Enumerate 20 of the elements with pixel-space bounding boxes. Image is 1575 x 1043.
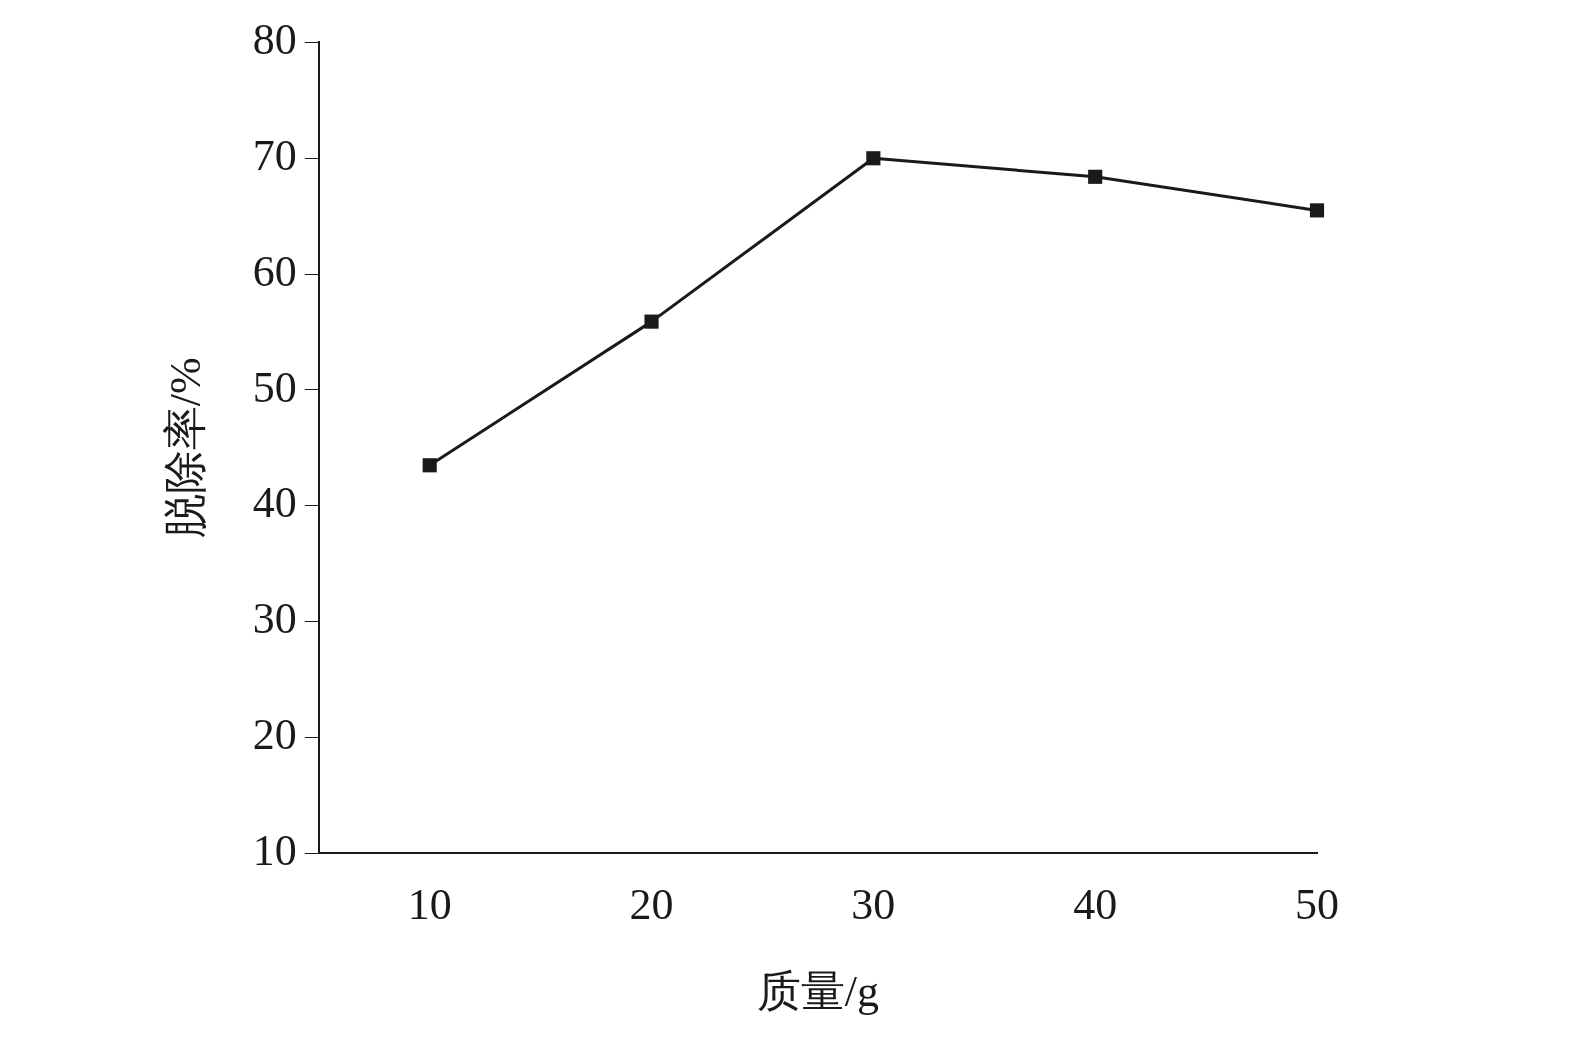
y-tick-label: 80 [252,14,297,64]
point [644,314,659,329]
x-axis-title: 质量/g [756,967,880,1017]
point [866,151,881,166]
y-tick-label: 40 [252,478,297,528]
point [1309,203,1325,218]
point [1088,169,1103,184]
y-tick-label: 20 [252,710,297,760]
x-tick-label: 40 [1073,880,1118,930]
y-tick-label: 10 [252,825,297,875]
y-axis-title: 脱除率/% [160,357,210,539]
x-tick-label: 10 [407,880,452,930]
x-tick-label: 20 [629,880,674,930]
y-tick-label: 70 [252,130,297,180]
y-tick-label: 60 [252,246,297,296]
point [422,458,437,473]
y-tick-label: 50 [252,362,297,412]
x-tick-label: 30 [851,880,896,930]
x-tick-label: 50 [1295,880,1339,930]
y-tick-label: 30 [252,594,297,644]
